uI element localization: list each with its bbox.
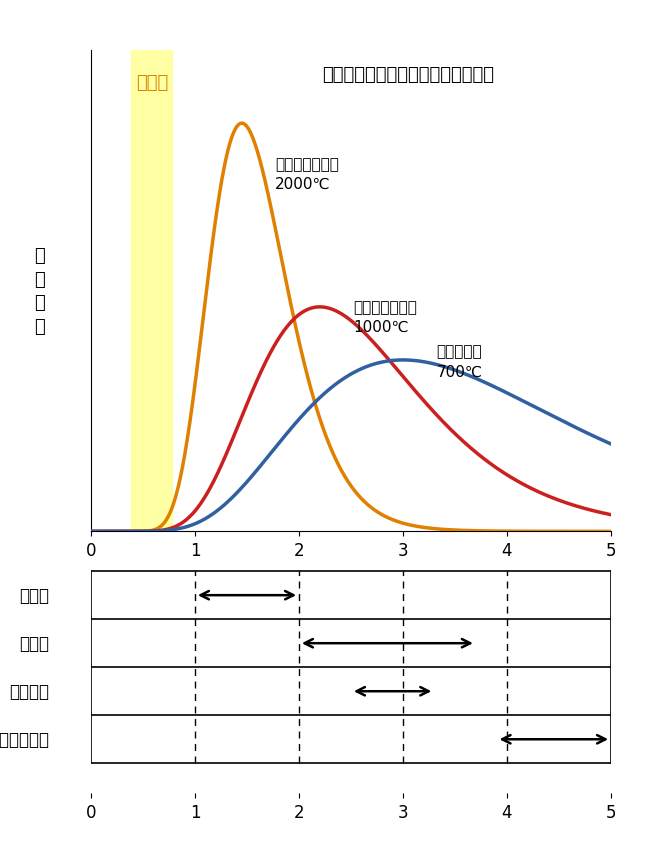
Text: 各赤外線ヒータの放射強度イメージ: 各赤外線ヒータの放射強度イメージ bbox=[322, 66, 494, 84]
Text: 樹脂類: 樹脂類 bbox=[20, 635, 49, 652]
Text: 金属類: 金属類 bbox=[20, 587, 49, 604]
Text: 中赤外線ヒータ
1000℃: 中赤外線ヒータ 1000℃ bbox=[353, 300, 417, 334]
X-axis label: 波長［μm］: 波長［μm］ bbox=[315, 568, 387, 586]
Text: セラミック類: セラミック類 bbox=[0, 730, 49, 749]
Text: 近赤外線ヒータ
2000℃: 近赤外線ヒータ 2000℃ bbox=[275, 157, 339, 192]
Bar bbox=[131, 51, 172, 532]
Text: 可視光: 可視光 bbox=[136, 74, 168, 92]
Text: 放
射
強
度: 放 射 強 度 bbox=[34, 246, 44, 336]
Text: 遠赤ヒータ
700℃: 遠赤ヒータ 700℃ bbox=[436, 344, 482, 379]
Text: 水・塗料: 水・塗料 bbox=[9, 683, 49, 701]
